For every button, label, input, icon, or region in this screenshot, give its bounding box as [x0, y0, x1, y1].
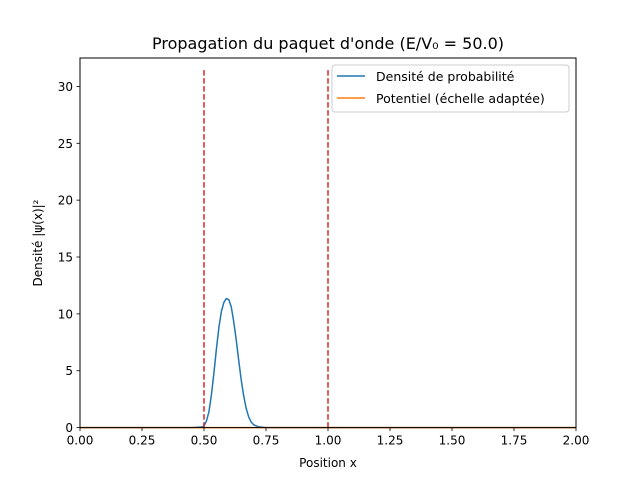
y-axis-label: Densité |ψ(x)|² [31, 199, 45, 286]
x-axis-label: Position x [299, 456, 357, 470]
x-tick-label: 0.75 [253, 434, 280, 448]
legend: Densité de probabilité Potentiel (échell… [331, 64, 570, 113]
x-tick-label: 1.50 [439, 434, 466, 448]
x-tick-label: 2.00 [563, 434, 590, 448]
series-line-density [80, 297, 576, 429]
y-tick-label: 30 [58, 80, 73, 94]
y-tick-label: 25 [58, 137, 73, 151]
x-tick-label: 0.25 [129, 434, 156, 448]
y-tick-label: 10 [58, 307, 73, 321]
x-tick-label: 1.25 [377, 434, 404, 448]
x-tick-label: 1.75 [501, 434, 528, 448]
y-tick-label: 20 [58, 194, 73, 208]
y-tick-label: 0 [65, 421, 73, 435]
x-tick-label: 1.00 [315, 434, 342, 448]
y-tick-label: 15 [58, 251, 73, 265]
x-axis: 0.00 0.25 0.50 0.75 1.00 1.25 1.50 1.75 2.00 [67, 427, 590, 448]
x-tick-label: 0.50 [191, 434, 218, 448]
legend-label-density: Densité de probabilité [376, 69, 515, 84]
y-tick-label: 5 [65, 364, 73, 378]
chart-title: Propagation du paquet d'onde (E/V₀ = 50.… [152, 34, 504, 53]
y-axis: 0 5 10 15 20 25 30 [58, 80, 80, 435]
x-tick-label: 0.00 [67, 434, 94, 448]
legend-box [331, 64, 570, 113]
legend-label-potential: Potentiel (échelle adaptée) [376, 91, 545, 106]
